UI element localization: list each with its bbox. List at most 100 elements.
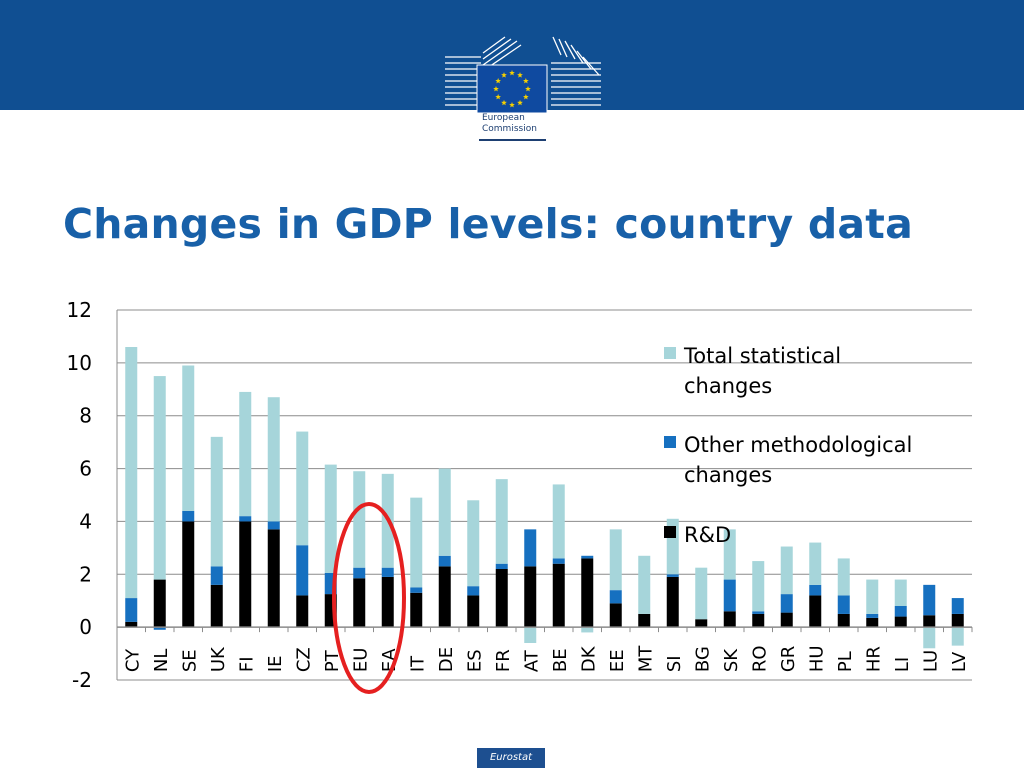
eu-star-icon	[501, 99, 507, 106]
x-category-label: DK	[578, 645, 599, 672]
bar-hu-r-d	[809, 595, 822, 628]
axes	[116, 310, 973, 680]
x-category-label: NL	[151, 649, 172, 673]
x-category-label: CY	[122, 648, 143, 672]
y-tick-label: 0	[79, 615, 92, 639]
bar-eu-total-statistical-changes	[353, 471, 366, 568]
organisation-name-line1: European	[482, 113, 525, 123]
bar-eu-other-methodological-changes	[353, 567, 366, 579]
x-category-label: BE	[550, 648, 571, 672]
bar-ie-other-methodological-changes	[267, 521, 280, 530]
eu-star-icon	[517, 72, 523, 78]
bar-nl-other-methodological-changes	[153, 627, 166, 630]
european-commission-logo	[445, 36, 601, 114]
x-category-label: LV	[949, 651, 970, 672]
eu-star-icon	[509, 102, 515, 108]
bar-se-other-methodological-changes	[182, 510, 195, 522]
bar-mt-r-d	[638, 613, 651, 628]
bars	[125, 347, 964, 649]
bar-pt-total-statistical-changes	[324, 464, 337, 573]
bar-hr-total-statistical-changes	[866, 579, 879, 614]
bar-be-total-statistical-changes	[552, 484, 565, 559]
y-tick-label: 12	[67, 298, 92, 322]
legend-label: Other methodological changes	[684, 433, 912, 487]
x-category-label: HU	[806, 645, 827, 672]
bar-sk-total-statistical-changes	[723, 529, 736, 580]
bar-fi-r-d	[239, 521, 252, 628]
eu-star-icon	[523, 78, 529, 84]
bar-se-r-d	[182, 521, 195, 628]
bar-pl-total-statistical-changes	[837, 558, 850, 596]
x-category-label: IE	[265, 655, 286, 672]
bar-ro-other-methodological-changes	[752, 611, 765, 614]
bar-fr-total-statistical-changes	[495, 479, 508, 564]
bar-cz-other-methodological-changes	[296, 545, 309, 596]
bar-gr-r-d	[780, 612, 793, 628]
bar-pl-r-d	[837, 613, 850, 628]
x-category-label: UK	[208, 646, 229, 672]
bar-be-r-d	[552, 563, 565, 628]
bar-bg-total-statistical-changes	[695, 567, 708, 620]
bar-hu-other-methodological-changes	[809, 584, 822, 596]
bar-cz-total-statistical-changes	[296, 431, 309, 546]
bar-ea-other-methodological-changes	[381, 567, 394, 577]
legend-label: Total statistical changes	[683, 344, 841, 398]
highlight-ellipse	[332, 502, 406, 694]
bar-de-other-methodological-changes	[438, 555, 451, 567]
bar-dk-other-methodological-changes	[581, 555, 594, 559]
bar-ro-total-statistical-changes	[752, 561, 765, 612]
bar-dk-r-d	[581, 558, 594, 628]
bar-ee-other-methodological-changes	[609, 590, 622, 604]
bar-hr-r-d	[866, 617, 879, 628]
bar-lv-r-d	[951, 613, 964, 628]
bar-lu-other-methodological-changes	[923, 584, 936, 616]
bar-at-other-methodological-changes	[524, 529, 537, 567]
bar-it-r-d	[410, 592, 423, 628]
x-category-label: FI	[236, 656, 257, 672]
x-category-label: GR	[778, 646, 799, 672]
bar-gr-other-methodological-changes	[780, 594, 793, 613]
y-tick-label: 2	[79, 562, 92, 586]
x-category-label: DE	[436, 647, 457, 672]
x-category-label: FR	[493, 649, 514, 672]
organisation-name: European Commission	[482, 113, 537, 135]
bar-be-other-methodological-changes	[552, 558, 565, 564]
bar-es-r-d	[467, 595, 480, 628]
bar-se-total-statistical-changes	[182, 365, 195, 511]
bar-it-total-statistical-changes	[410, 497, 423, 588]
x-category-label: PL	[835, 651, 856, 672]
y-tick-label: 8	[79, 404, 92, 428]
bar-gr-total-statistical-changes	[780, 546, 793, 595]
bar-si-r-d	[666, 576, 679, 628]
bar-li-total-statistical-changes	[894, 579, 907, 606]
x-category-label: MT	[635, 645, 656, 673]
bar-uk-other-methodological-changes	[210, 566, 223, 585]
bar-ie-r-d	[267, 529, 280, 628]
bar-es-total-statistical-changes	[467, 500, 480, 587]
legend: Total statistical changes Other methodolog…	[664, 344, 912, 547]
bar-bg-r-d	[695, 619, 708, 628]
bar-eu-r-d	[353, 578, 366, 628]
y-tick-label: -2	[72, 668, 92, 692]
bar-de-total-statistical-changes	[438, 468, 451, 556]
bar-ie-total-statistical-changes	[267, 397, 280, 522]
bar-cy-other-methodological-changes	[125, 598, 138, 622]
x-category-label: SI	[664, 655, 685, 672]
eu-star-icon	[495, 94, 501, 100]
x-category-label: EE	[607, 649, 628, 672]
bar-sk-other-methodological-changes	[723, 579, 736, 612]
x-category-label: HR	[863, 646, 884, 672]
bar-lu-r-d	[923, 615, 936, 628]
bar-nl-r-d	[153, 579, 166, 628]
y-tick-label: 4	[79, 509, 92, 533]
bar-it-other-methodological-changes	[410, 587, 423, 593]
organisation-name-line2: Commission	[482, 124, 537, 134]
bar-li-r-d	[894, 616, 907, 628]
footer-badge: Eurostat	[477, 748, 545, 768]
bar-lv-other-methodological-changes	[951, 598, 964, 614]
bar-fi-total-statistical-changes	[239, 391, 252, 517]
bar-nl-total-statistical-changes	[153, 376, 166, 580]
y-tick-label: 6	[79, 457, 92, 481]
